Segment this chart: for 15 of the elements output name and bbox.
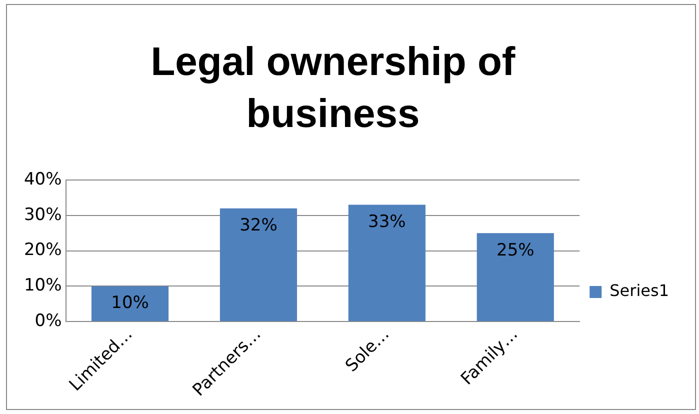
y-tick-label: 0% — [34, 311, 62, 332]
bar — [476, 233, 554, 322]
bar — [220, 208, 298, 322]
data-label: 10% — [111, 293, 149, 314]
data-label: 32% — [240, 216, 278, 236]
y-tick-label: 10% — [24, 276, 62, 296]
data-label: 25% — [496, 240, 534, 261]
data-label: 33% — [368, 212, 406, 232]
y-tick-label: 40% — [24, 169, 62, 190]
bar — [91, 286, 169, 322]
y-tick-label: 30% — [24, 204, 62, 225]
y-tick-label: 20% — [24, 240, 62, 260]
legend-label: Series1 — [610, 281, 670, 300]
chart-title: Legal ownership of business — [150, 39, 516, 138]
bar — [348, 204, 426, 322]
